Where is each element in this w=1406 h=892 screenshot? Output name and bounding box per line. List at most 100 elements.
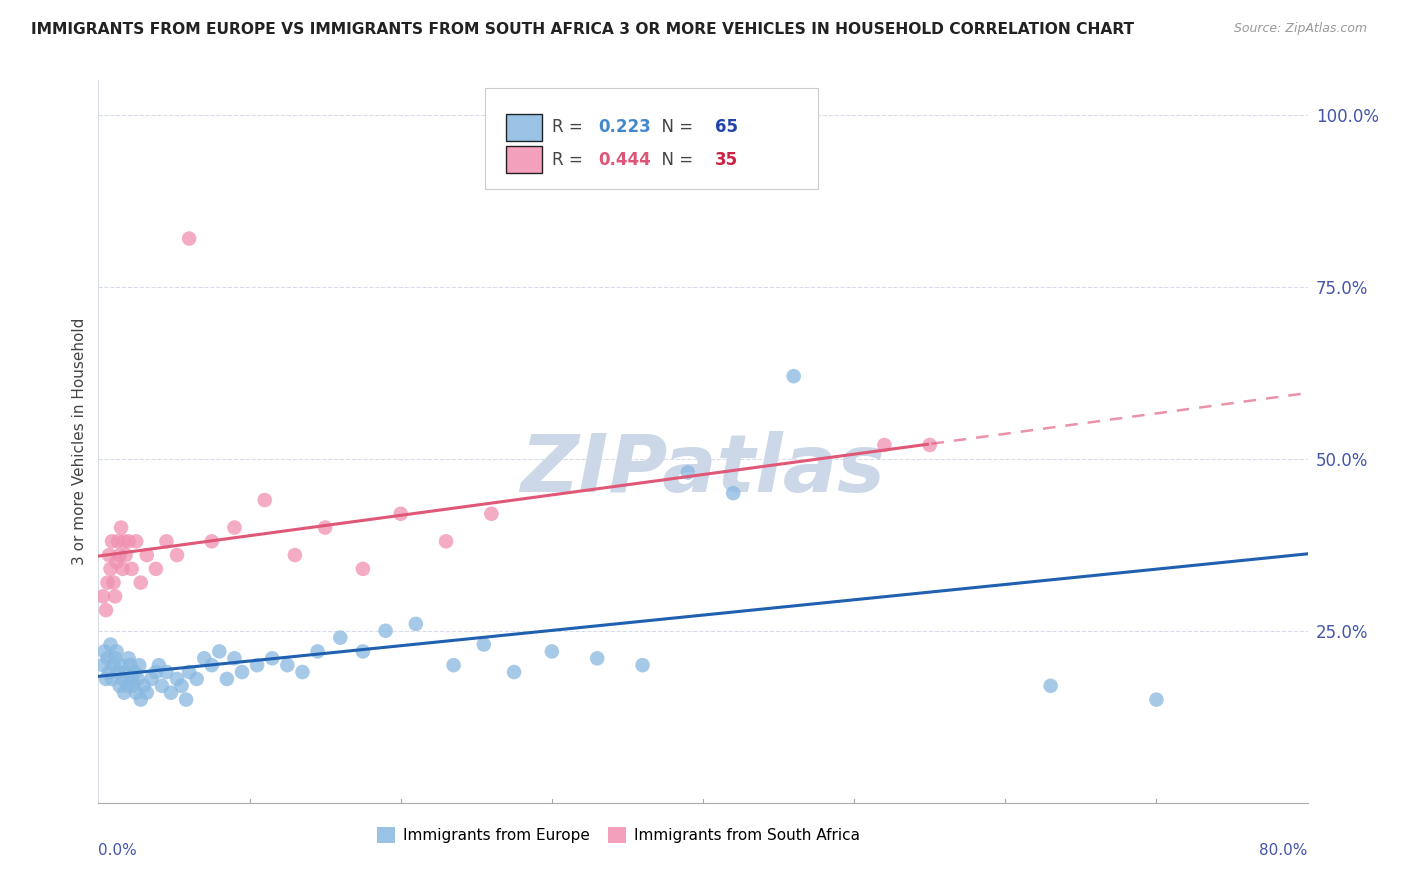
Text: ZIPatlas: ZIPatlas — [520, 432, 886, 509]
Point — [193, 651, 215, 665]
Point — [540, 644, 562, 658]
Point — [262, 651, 284, 665]
Point — [503, 665, 526, 679]
Point — [284, 548, 307, 562]
Point — [179, 665, 201, 679]
Point — [121, 562, 143, 576]
Point — [145, 562, 167, 576]
Text: N =: N = — [651, 151, 699, 169]
Point — [224, 520, 246, 534]
Point — [1144, 692, 1167, 706]
Point — [107, 665, 129, 679]
Point — [112, 686, 135, 700]
Point — [128, 658, 150, 673]
Point — [104, 590, 127, 604]
Point — [145, 665, 167, 679]
Point — [405, 616, 427, 631]
Point — [110, 520, 132, 534]
Point — [101, 534, 124, 549]
Text: IMMIGRANTS FROM EUROPE VS IMMIGRANTS FROM SOUTH AFRICA 3 OR MORE VEHICLES IN HOU: IMMIGRANTS FROM EUROPE VS IMMIGRANTS FRO… — [31, 22, 1135, 37]
Point — [98, 548, 121, 562]
Text: Source: ZipAtlas.com: Source: ZipAtlas.com — [1233, 22, 1367, 36]
Point — [121, 672, 143, 686]
Point — [148, 658, 170, 673]
Point — [96, 575, 118, 590]
Point — [291, 665, 314, 679]
Point — [170, 679, 193, 693]
Point — [329, 631, 352, 645]
Point — [472, 638, 495, 652]
Point — [150, 679, 173, 693]
Legend: Immigrants from Europe, Immigrants from South Africa: Immigrants from Europe, Immigrants from … — [371, 822, 866, 849]
Point — [101, 672, 124, 686]
Point — [115, 679, 138, 693]
Point — [129, 692, 152, 706]
Point — [1039, 679, 1062, 693]
Point — [105, 555, 128, 569]
Point — [276, 658, 298, 673]
Point — [314, 520, 336, 534]
Point — [98, 665, 121, 679]
Point — [224, 651, 246, 665]
Point — [141, 672, 163, 686]
Y-axis label: 3 or more Vehicles in Household: 3 or more Vehicles in Household — [72, 318, 87, 566]
Point — [132, 679, 155, 693]
Point — [103, 575, 125, 590]
Text: N =: N = — [651, 119, 699, 136]
Point — [107, 534, 129, 549]
Point — [114, 548, 136, 562]
Point — [124, 665, 146, 679]
Point — [118, 651, 141, 665]
Point — [127, 672, 149, 686]
Point — [166, 672, 188, 686]
Text: R =: R = — [551, 151, 588, 169]
Point — [481, 507, 503, 521]
Point — [307, 644, 329, 658]
Point — [129, 575, 152, 590]
Point — [135, 686, 157, 700]
Point — [918, 438, 941, 452]
Point — [100, 562, 122, 576]
Point — [125, 534, 148, 549]
Point — [352, 562, 374, 576]
Point — [631, 658, 654, 673]
Point — [166, 548, 188, 562]
Point — [103, 658, 125, 673]
Point — [96, 651, 118, 665]
Point — [443, 658, 465, 673]
Point — [94, 672, 117, 686]
Text: R =: R = — [551, 119, 588, 136]
Point — [105, 644, 128, 658]
Point — [122, 679, 145, 693]
Point — [389, 507, 412, 521]
Point — [108, 679, 131, 693]
Point — [208, 644, 231, 658]
Point — [676, 466, 699, 480]
Point — [111, 672, 134, 686]
Point — [201, 534, 224, 549]
Point — [723, 486, 745, 500]
Point — [114, 665, 136, 679]
Point — [873, 438, 896, 452]
Point — [91, 590, 114, 604]
Point — [174, 692, 197, 706]
Point — [246, 658, 269, 673]
Point — [155, 665, 177, 679]
Point — [179, 231, 201, 245]
Text: 35: 35 — [716, 151, 738, 169]
Point — [231, 665, 253, 679]
Text: 80.0%: 80.0% — [1260, 843, 1308, 857]
Point — [253, 493, 276, 508]
Point — [352, 644, 374, 658]
Point — [160, 686, 183, 700]
Point — [586, 651, 609, 665]
Point — [110, 658, 132, 673]
Point — [186, 672, 208, 686]
FancyBboxPatch shape — [506, 113, 543, 141]
Point — [783, 369, 806, 384]
Point — [91, 658, 114, 673]
Point — [125, 686, 148, 700]
FancyBboxPatch shape — [506, 146, 543, 173]
Point — [215, 672, 238, 686]
Point — [93, 644, 115, 658]
